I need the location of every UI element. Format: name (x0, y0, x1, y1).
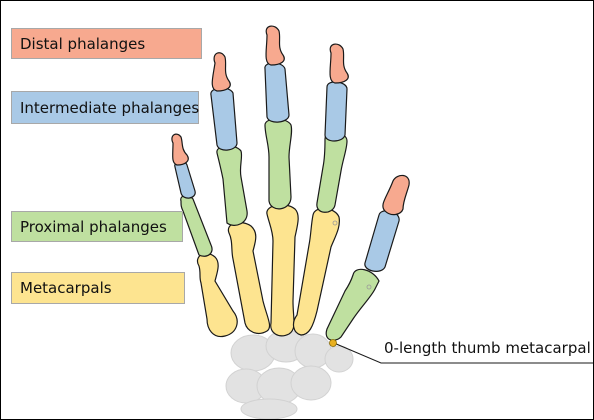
intermediate-phalanges (174, 62, 400, 272)
metacarpal-bones (196, 204, 340, 338)
legend-metacarpal-label: Metacarpals (20, 279, 112, 297)
thumb-metacarpal-label: 0-length thumb metacarpal (384, 339, 591, 357)
legend-proximal-phalanges: Proximal phalanges (11, 211, 183, 242)
legend-distal-label: Distal phalanges (20, 35, 146, 53)
legend-intermediate-label: Intermediate phalanges (20, 99, 200, 117)
carpal-bones (225, 329, 354, 419)
legend-intermediate-phalanges: Intermediate phalanges (11, 91, 199, 124)
legend-metacarpals: Metacarpals (11, 272, 185, 304)
thumb-leader-line (333, 342, 593, 364)
thumb-metacarpal-marker (329, 339, 337, 347)
legend-distal-phalanges: Distal phalanges (11, 28, 202, 59)
bone-detail-marks (332, 220, 372, 290)
distal-phalanges (171, 25, 410, 216)
legend-proximal-label: Proximal phalanges (20, 218, 167, 236)
